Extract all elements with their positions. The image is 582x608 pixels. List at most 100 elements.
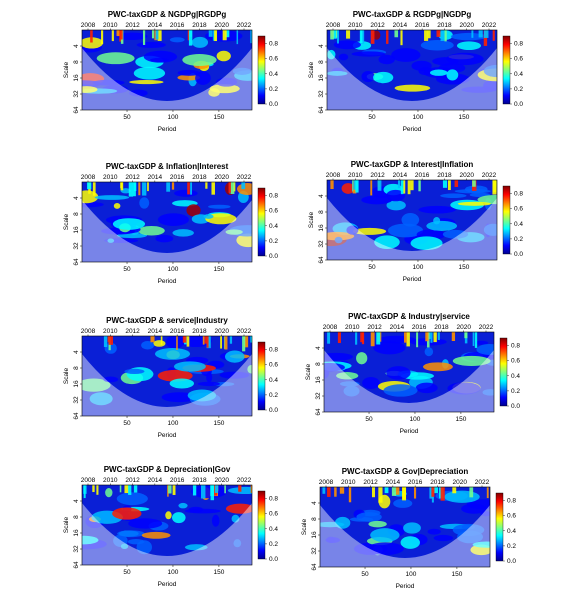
coherence-streak (101, 30, 104, 45)
coherence-blob (233, 539, 242, 548)
top-tick-label: 2012 (363, 479, 378, 486)
y-tick-label: 4 (73, 499, 80, 503)
coherence-streak (333, 30, 337, 39)
panel-svg: PWC-taxGDP & Industry|service 2008 2010 201… (305, 312, 520, 435)
y-tick-label: 64 (73, 258, 80, 266)
coherence-blob (327, 49, 336, 60)
x-axis-label: Period (403, 126, 422, 133)
coherence-streak (486, 487, 489, 499)
y-tick-label: 64 (73, 106, 80, 114)
coherence-field (82, 182, 252, 262)
panel-title: PWC-taxGDP & service|Industry (106, 316, 228, 325)
y-tick-label: 64 (311, 563, 318, 571)
coherence-streak (428, 332, 432, 339)
top-tick-label: 2022 (237, 22, 252, 29)
coherence-blob (370, 528, 400, 543)
y-tick-label: 32 (73, 396, 80, 404)
x-axis-label: Period (400, 428, 419, 435)
coherence-streak (436, 30, 441, 37)
coherence-blob (411, 60, 432, 71)
coherence-blob (94, 195, 130, 200)
colorbar (257, 341, 266, 411)
coherence-streak (434, 487, 439, 494)
plot-frame (323, 331, 495, 413)
top-tick-label: 2012 (370, 22, 385, 29)
coherence-blob (225, 229, 243, 235)
coherence-blob (374, 235, 400, 249)
coherence-streak (492, 180, 497, 195)
coherence-streak (433, 332, 437, 343)
plot-frame (81, 484, 253, 566)
coherence-blob (356, 352, 368, 365)
coherence-streak (384, 487, 389, 494)
colorbar-tick-label: 0.2 (269, 541, 278, 548)
coherence-streak (394, 30, 399, 38)
cone-of-influence (82, 48, 252, 110)
top-tick-label: 2018 (434, 324, 449, 331)
colorbar-tick-label: 0.4 (269, 223, 278, 230)
x-tick-label: 150 (451, 571, 462, 578)
coherence-blob (157, 213, 189, 227)
top-tick-label: 2014 (390, 324, 405, 331)
coherence-streak (425, 332, 429, 342)
colorbar-tick-label: 0.8 (511, 343, 520, 350)
coherence-streak (186, 336, 190, 347)
coherence-streak (182, 336, 187, 343)
y-tick-label: 4 (318, 44, 325, 48)
coherence-blob (225, 503, 252, 514)
coherence-blob (82, 535, 99, 545)
coherence-blob (339, 381, 360, 387)
coherence-streak (92, 485, 95, 493)
x-tick-label: 50 (123, 114, 131, 121)
coherence-blob (129, 80, 164, 85)
y-axis-label: Scale (63, 61, 70, 78)
coherence-blob (450, 32, 487, 41)
coherence-streak (120, 30, 123, 40)
colorbar-tick-label: 0.8 (507, 498, 516, 505)
coherence-streak (478, 30, 483, 38)
coherence-blob (216, 50, 231, 62)
coherence-blob (483, 64, 497, 78)
colorbar-tick-label: 0.6 (514, 56, 523, 63)
top-tick-label: 2008 (326, 22, 341, 29)
coherence-streak (472, 180, 476, 187)
coherence-blob (474, 340, 489, 345)
coherence-blob (89, 392, 113, 406)
coherence-blob (113, 202, 121, 209)
y-axis-label: Scale (301, 518, 308, 535)
coherence-blob (327, 71, 348, 76)
top-tick-label: 2016 (408, 479, 423, 486)
coherence-streak (166, 182, 171, 192)
coherence-streak (224, 336, 228, 350)
panel-svg: PWC-taxGDP & service|Industry 2008 2010 201… (63, 316, 278, 439)
y-tick-label: 16 (315, 376, 322, 384)
coherence-blob (334, 236, 343, 244)
coherence-streak (150, 336, 155, 343)
panel-svg: PWC-taxGDP & Interest|Inflation 2008 2010 2… (308, 160, 523, 283)
colorbar-tick-label: 0.2 (514, 86, 523, 93)
colorbar (495, 492, 504, 562)
top-tick-label: 2008 (81, 174, 96, 181)
coherence-streak (244, 336, 249, 348)
coherence-streak (386, 30, 389, 44)
y-tick-label: 4 (73, 350, 80, 354)
x-tick-label: 150 (213, 569, 224, 576)
coherence-blob (446, 52, 484, 66)
colorbar (257, 35, 266, 105)
coherence-blob (124, 368, 145, 375)
top-tick-label: 2012 (125, 328, 140, 335)
coherence-blob (141, 340, 155, 350)
top-tick-label: 2010 (348, 172, 363, 179)
coherence-streak (440, 30, 445, 41)
coherence-blob (393, 498, 413, 508)
coherence-streak (424, 30, 429, 41)
coherence-blob (361, 195, 393, 205)
coherence-streak (442, 180, 448, 188)
top-tick-label: 2010 (345, 324, 360, 331)
y-tick-label: 64 (318, 256, 325, 264)
coherence-blob (400, 536, 420, 549)
coherence-blob (219, 371, 250, 379)
coherence-streak (222, 30, 227, 41)
colorbar-tick-label: 0.6 (269, 362, 278, 369)
